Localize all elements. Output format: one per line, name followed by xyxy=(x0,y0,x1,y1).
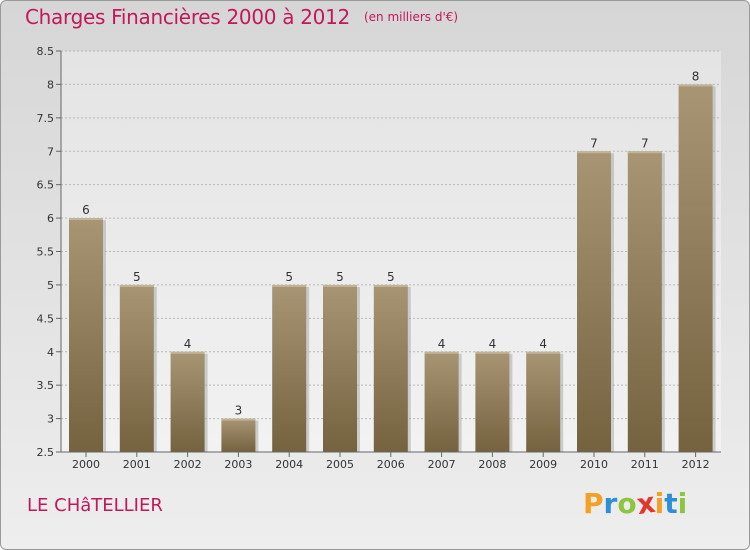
data-label: 4 xyxy=(539,337,547,351)
y-tick-label: 2.5 xyxy=(37,446,55,459)
y-tick-label: 7.5 xyxy=(37,112,55,125)
bar-highlight xyxy=(373,284,408,287)
x-tick-label: 2008 xyxy=(478,458,506,471)
data-label: 3 xyxy=(235,404,243,418)
bar-2003 xyxy=(221,418,256,452)
y-tick-label: 4 xyxy=(47,346,54,359)
y-tick-label: 4.5 xyxy=(37,312,55,325)
bar-2012 xyxy=(678,84,713,453)
x-tick-label: 2001 xyxy=(123,458,151,471)
logo-letter: P xyxy=(583,487,604,520)
logo-letter: i xyxy=(677,487,688,520)
x-tick-label: 2002 xyxy=(174,458,202,471)
bar-highlight xyxy=(577,151,611,154)
x-tick-label: 2010 xyxy=(580,458,608,471)
bar-2004 xyxy=(272,284,307,452)
bar-2000 xyxy=(69,218,103,452)
bar-2011 xyxy=(627,151,662,452)
data-label: 5 xyxy=(285,270,293,284)
commune-name: LE CHâTELLIER xyxy=(27,495,163,516)
data-label: 5 xyxy=(387,270,395,284)
bar-highlight xyxy=(678,84,713,87)
y-tick-label: 5 xyxy=(47,279,54,292)
data-label: 5 xyxy=(336,270,344,284)
x-tick-label: 2003 xyxy=(224,458,252,471)
bar-highlight xyxy=(221,418,256,421)
bar-2005 xyxy=(323,284,357,452)
bar-2006 xyxy=(373,284,408,452)
data-label: 5 xyxy=(133,270,141,284)
y-tick-label: 7 xyxy=(47,145,54,158)
x-tick-label: 2011 xyxy=(631,458,659,471)
data-label: 6 xyxy=(82,203,90,217)
x-tick-label: 2006 xyxy=(377,458,405,471)
bar-highlight xyxy=(526,351,561,354)
y-tick-label: 8.5 xyxy=(37,45,55,58)
logo-letter: t xyxy=(664,487,678,520)
bar-2008 xyxy=(475,351,510,452)
data-label: 4 xyxy=(438,337,446,351)
y-tick-label: 8 xyxy=(47,78,54,91)
bar-2009 xyxy=(526,351,561,452)
bar-2001 xyxy=(119,284,154,452)
x-tick-label: 2007 xyxy=(428,458,456,471)
x-tick-label: 2000 xyxy=(72,458,100,471)
chart-subtitle: (en milliers d'€) xyxy=(363,10,459,24)
y-tick-label: 5.5 xyxy=(37,246,55,259)
title-row: Charges Financières 2000 à 2012 (en milli… xyxy=(25,5,458,29)
logo-letter: o xyxy=(617,487,637,520)
data-label: 4 xyxy=(489,337,497,351)
y-tick-label: 6.5 xyxy=(37,179,55,192)
data-label: 4 xyxy=(184,337,192,351)
y-tick-label: 3.5 xyxy=(37,379,55,392)
x-tick-label: 2009 xyxy=(529,458,557,471)
y-tick-label: 3 xyxy=(47,413,54,426)
x-tick-label: 2004 xyxy=(275,458,303,471)
chart-title: Charges Financières 2000 à 2012 xyxy=(25,5,350,29)
data-label: 8 xyxy=(692,69,700,83)
data-label: 7 xyxy=(590,136,598,150)
logo-letter: x xyxy=(634,485,657,522)
x-tick-label: 2012 xyxy=(682,458,710,471)
bar-2010 xyxy=(577,151,611,452)
bar-highlight xyxy=(424,351,459,354)
bar-highlight xyxy=(119,284,154,287)
bar-highlight xyxy=(170,351,205,354)
bar-highlight xyxy=(627,151,662,154)
bar-highlight xyxy=(272,284,307,287)
bar-highlight xyxy=(475,351,510,354)
bar-2002 xyxy=(170,351,205,452)
proxiti-logo: Proxiti xyxy=(583,485,688,522)
x-tick-label: 2005 xyxy=(326,458,354,471)
bar-highlight xyxy=(323,284,357,287)
bar-2007 xyxy=(424,351,459,452)
logo-letter: r xyxy=(603,487,618,520)
data-label: 7 xyxy=(641,136,649,150)
bar-highlight xyxy=(69,218,103,221)
logo-letter: i xyxy=(654,487,665,520)
y-tick-label: 6 xyxy=(47,212,54,225)
